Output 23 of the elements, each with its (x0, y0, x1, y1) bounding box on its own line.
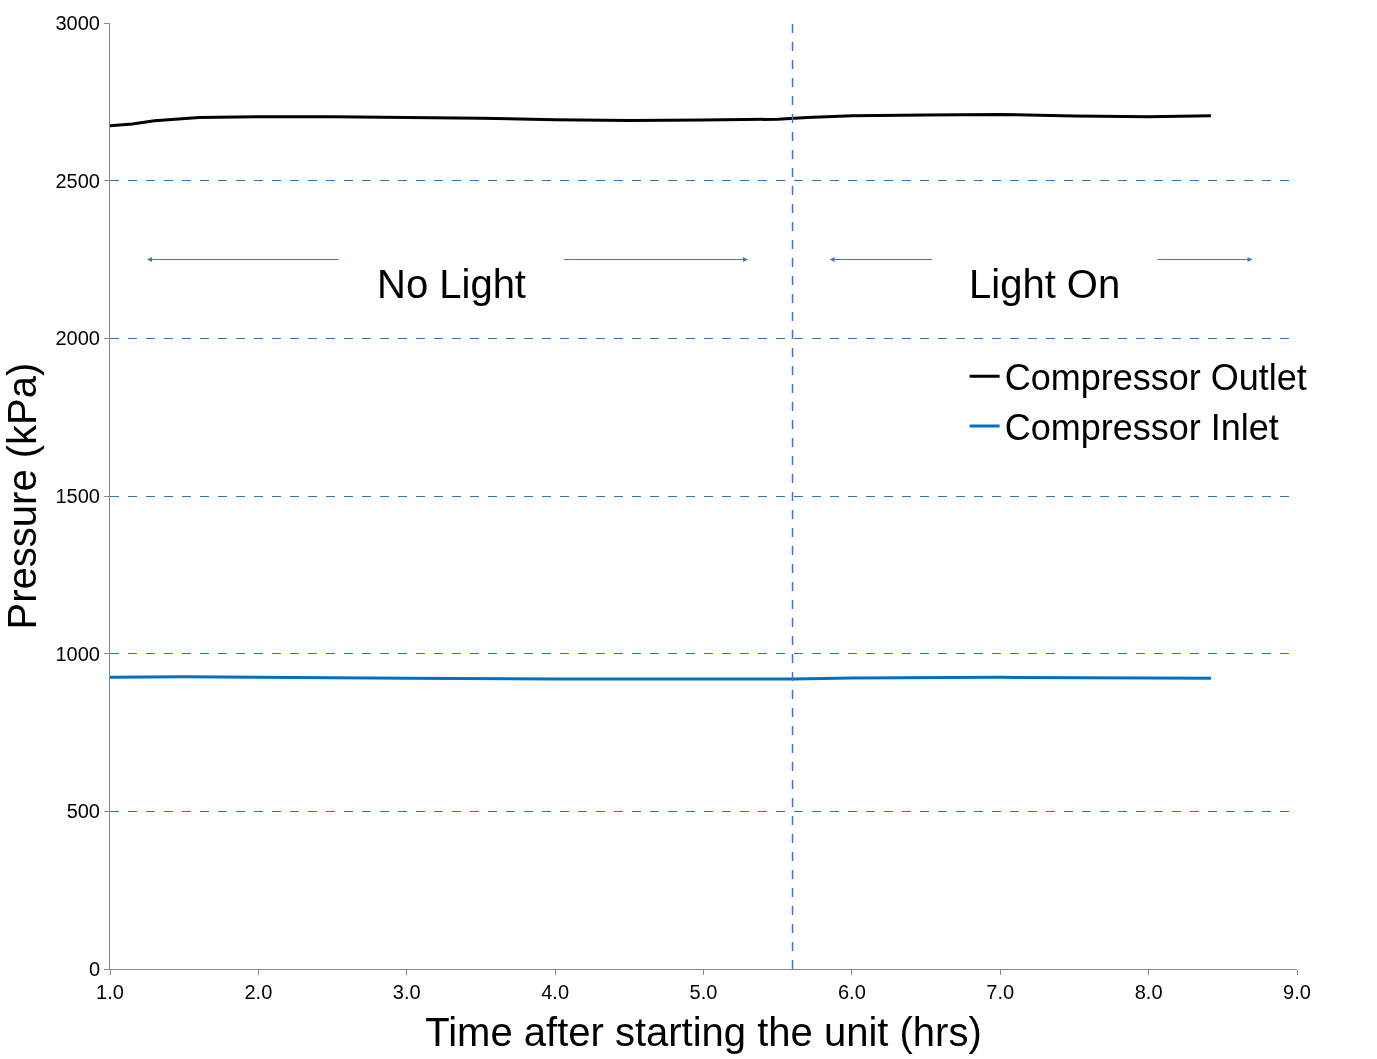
x-tick-label: 2.0 (244, 981, 273, 1003)
x-axis-title: Time after starting the unit (hrs) (425, 1009, 982, 1054)
x-tick-label: 7.0 (986, 981, 1015, 1003)
y-tick-label: 2000 (55, 327, 100, 350)
legend-label: Compressor Outlet (1004, 357, 1307, 399)
x-tick-label: 4.0 (541, 981, 570, 1003)
y-tick-label: 1500 (55, 485, 100, 507)
x-tick-label: 9.0 (1283, 981, 1311, 1003)
annotation: Light On (969, 262, 1121, 306)
x-tick-label: 3.0 (392, 981, 421, 1003)
line-series (110, 112, 1213, 128)
legend-label: Compressor Inlet (1004, 407, 1279, 449)
x-tick-label: 8.0 (1134, 981, 1163, 1003)
x-tick-label: 1.0 (96, 981, 124, 1003)
y-tick-label: 500 (66, 800, 100, 823)
y-axis-title: Pressure (kPa) (0, 362, 44, 630)
x-tick-label: 5.0 (689, 981, 718, 1003)
y-tick-label: 2500 (55, 169, 100, 192)
y-tick-label: 0 (88, 958, 100, 980)
x-tick-label: 6.0 (837, 981, 866, 1003)
y-tick-label: 1000 (55, 642, 100, 665)
annotation: No Light (377, 262, 526, 306)
y-tick-label: 3000 (55, 12, 100, 34)
